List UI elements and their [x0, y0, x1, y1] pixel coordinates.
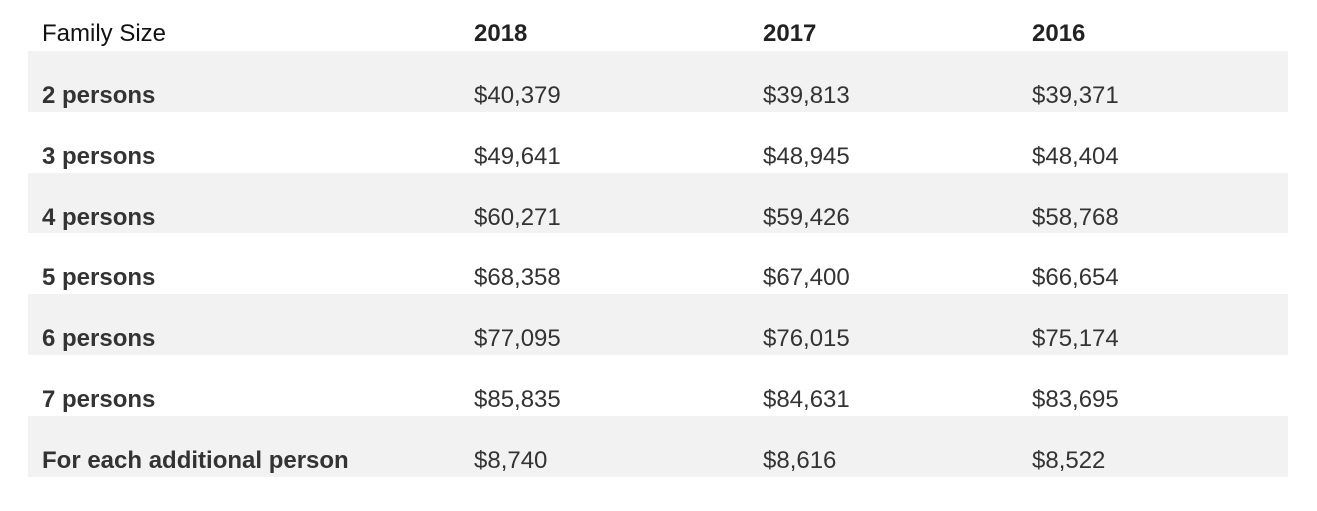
value-2018: $77,095 [474, 325, 561, 353]
value-2016: $8,522 [1032, 446, 1106, 474]
value-2017: $59,426 [763, 203, 850, 231]
row-label: 3 persons [42, 142, 156, 170]
value-2017: $8,616 [763, 446, 837, 474]
value-2018: $68,358 [474, 264, 561, 292]
column-header-2016: 2016 [1032, 20, 1086, 47]
row-label: 7 persons [42, 385, 156, 413]
table-row: 4 persons $60,271 $59,426 $58,768 [28, 172, 1288, 234]
value-2017: $39,813 [763, 82, 850, 109]
value-2016: $48,404 [1032, 142, 1119, 170]
value-2018: $85,835 [474, 385, 561, 413]
row-label: 4 persons [42, 203, 156, 231]
value-2016: $58,768 [1032, 203, 1119, 231]
value-2017: $76,015 [763, 325, 850, 353]
value-2016: $66,654 [1032, 264, 1119, 292]
value-2018: $49,641 [474, 142, 561, 170]
table-row: 7 persons $85,835 $84,631 $83,695 [28, 354, 1288, 416]
row-label: For each additional person [42, 446, 349, 474]
table-row: 2 persons $40,379 $39,813 $39,371 [28, 51, 1288, 112]
table-row: 5 persons $68,358 $67,400 $66,654 [28, 233, 1288, 295]
table-header-row: Family Size 2018 2017 2016 [28, 0, 1288, 51]
value-2018: $60,271 [474, 203, 561, 231]
column-header-2017: 2017 [763, 20, 817, 47]
value-2016: $75,174 [1032, 325, 1119, 353]
row-label: 2 persons [42, 82, 156, 109]
column-header-family-size: Family Size [42, 20, 167, 47]
table-row: For each additional person $8,740 $8,616… [28, 415, 1288, 477]
value-2018: $40,379 [474, 82, 561, 109]
income-table: Family Size 2018 2017 2016 2 persons $40… [28, 0, 1288, 477]
value-2016: $39,371 [1032, 82, 1119, 109]
value-2017: $84,631 [763, 385, 850, 413]
column-header-2018: 2018 [474, 20, 528, 47]
table-row: 3 persons $49,641 $48,945 $48,404 [28, 111, 1288, 173]
value-2017: $48,945 [763, 142, 850, 170]
row-label: 6 persons [42, 325, 156, 353]
value-2018: $8,740 [474, 446, 548, 474]
row-label: 5 persons [42, 264, 156, 292]
value-2016: $83,695 [1032, 385, 1119, 413]
value-2017: $67,400 [763, 264, 850, 292]
table-row: 6 persons $77,095 $76,015 $75,174 [28, 294, 1288, 355]
